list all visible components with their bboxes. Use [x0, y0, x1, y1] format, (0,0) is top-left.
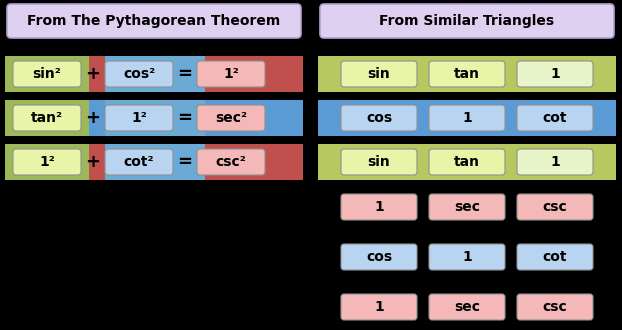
- Bar: [105, 56, 205, 92]
- Text: =: =: [177, 153, 192, 171]
- Text: cos²: cos²: [123, 67, 155, 81]
- Bar: [5, 56, 89, 92]
- Text: sec²: sec²: [215, 111, 247, 125]
- Text: csc: csc: [542, 300, 567, 314]
- Text: =: =: [177, 109, 192, 127]
- Text: sin: sin: [368, 155, 391, 169]
- Text: tan: tan: [454, 67, 480, 81]
- Text: 1: 1: [374, 300, 384, 314]
- Bar: [105, 144, 205, 180]
- FancyBboxPatch shape: [13, 61, 81, 87]
- FancyBboxPatch shape: [320, 4, 614, 38]
- Text: cos: cos: [366, 111, 392, 125]
- Text: tan²: tan²: [31, 111, 63, 125]
- FancyBboxPatch shape: [341, 61, 417, 87]
- FancyBboxPatch shape: [429, 294, 505, 320]
- FancyBboxPatch shape: [13, 149, 81, 175]
- FancyBboxPatch shape: [341, 105, 417, 131]
- FancyBboxPatch shape: [429, 194, 505, 220]
- FancyBboxPatch shape: [197, 61, 265, 87]
- Text: 1²: 1²: [223, 67, 239, 81]
- Text: =: =: [177, 65, 192, 83]
- FancyBboxPatch shape: [429, 244, 505, 270]
- FancyBboxPatch shape: [517, 105, 593, 131]
- Text: sec: sec: [454, 200, 480, 214]
- Bar: [105, 100, 205, 136]
- FancyBboxPatch shape: [7, 4, 301, 38]
- FancyBboxPatch shape: [429, 105, 505, 131]
- FancyBboxPatch shape: [429, 61, 505, 87]
- FancyBboxPatch shape: [517, 294, 593, 320]
- Text: +: +: [85, 153, 101, 171]
- FancyBboxPatch shape: [13, 105, 81, 131]
- Text: sec: sec: [454, 300, 480, 314]
- FancyBboxPatch shape: [517, 61, 593, 87]
- Text: 1: 1: [374, 200, 384, 214]
- Text: 1²: 1²: [131, 111, 147, 125]
- FancyBboxPatch shape: [341, 244, 417, 270]
- Text: sin²: sin²: [32, 67, 62, 81]
- Text: 1: 1: [462, 250, 472, 264]
- Text: 1²: 1²: [39, 155, 55, 169]
- Bar: [5, 100, 89, 136]
- Text: csc²: csc²: [216, 155, 246, 169]
- Text: tan: tan: [454, 155, 480, 169]
- Bar: [318, 56, 616, 92]
- Bar: [5, 100, 303, 136]
- FancyBboxPatch shape: [341, 194, 417, 220]
- Bar: [318, 144, 616, 180]
- FancyBboxPatch shape: [429, 149, 505, 175]
- Text: cot²: cot²: [124, 155, 154, 169]
- FancyBboxPatch shape: [105, 149, 173, 175]
- Text: From Similar Triangles: From Similar Triangles: [379, 14, 555, 28]
- Text: +: +: [85, 65, 101, 83]
- Text: sin: sin: [368, 67, 391, 81]
- Text: 1: 1: [462, 111, 472, 125]
- FancyBboxPatch shape: [105, 105, 173, 131]
- FancyBboxPatch shape: [517, 244, 593, 270]
- FancyBboxPatch shape: [105, 61, 173, 87]
- Text: cos: cos: [366, 250, 392, 264]
- FancyBboxPatch shape: [517, 149, 593, 175]
- Bar: [5, 144, 303, 180]
- FancyBboxPatch shape: [197, 105, 265, 131]
- Text: csc: csc: [542, 200, 567, 214]
- FancyBboxPatch shape: [341, 149, 417, 175]
- FancyBboxPatch shape: [197, 149, 265, 175]
- FancyBboxPatch shape: [517, 194, 593, 220]
- Bar: [5, 144, 89, 180]
- Text: From The Pythagorean Theorem: From The Pythagorean Theorem: [27, 14, 281, 28]
- Text: +: +: [85, 109, 101, 127]
- Text: cot: cot: [543, 111, 567, 125]
- FancyBboxPatch shape: [341, 294, 417, 320]
- Text: cot: cot: [543, 250, 567, 264]
- Bar: [5, 56, 303, 92]
- Text: 1: 1: [550, 155, 560, 169]
- Text: 1: 1: [550, 67, 560, 81]
- Bar: [318, 100, 616, 136]
